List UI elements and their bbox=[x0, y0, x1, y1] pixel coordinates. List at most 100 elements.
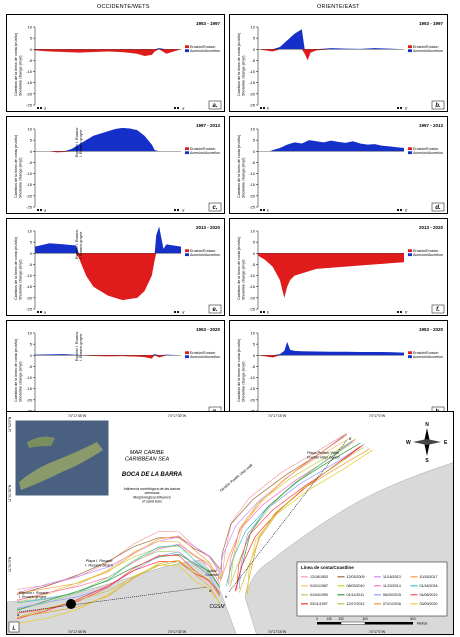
legend-erosion-swatch bbox=[185, 45, 189, 49]
legend-accretion-swatch bbox=[185, 151, 189, 155]
legend-accretion-swatch bbox=[408, 151, 412, 155]
endpoint-marker bbox=[173, 310, 177, 314]
endpoint-right-label: a' bbox=[182, 208, 185, 212]
longitude-tick-label-top: 74°17'15"W bbox=[268, 414, 287, 418]
y-tick-label: -10 bbox=[249, 375, 256, 380]
legend-date-8: 01/04/1990 bbox=[310, 593, 328, 597]
coastline-east-0 bbox=[221, 432, 347, 579]
playa-rosario-label: Playa I. Rosario I. Rosario beach bbox=[85, 559, 113, 567]
endpoint-marker bbox=[399, 310, 403, 314]
endpoint-marker bbox=[399, 106, 403, 110]
y-tick-label: 0 bbox=[30, 251, 33, 256]
y-tick-label: 5 bbox=[30, 240, 33, 245]
legend-accretion-swatch bbox=[408, 355, 412, 359]
coastline-west-10 bbox=[16, 551, 221, 609]
legend-accretion-swatch bbox=[185, 355, 189, 359]
compass-n: N bbox=[425, 422, 429, 428]
legend-erosion-swatch bbox=[408, 249, 412, 253]
panel-letter: b. bbox=[435, 103, 441, 109]
coastline-east-15 bbox=[247, 449, 374, 595]
coastline-east-2 bbox=[217, 435, 344, 581]
y-tick-label: -10 bbox=[249, 171, 256, 176]
erosion-area bbox=[258, 49, 404, 61]
legend-accretion-label: Acreción/Accretion bbox=[190, 151, 220, 155]
chart-svg-e: 10 5 0 -5 -10 -15 -20 -25 Cambios de la línea de… bbox=[14, 225, 222, 314]
erosion-area bbox=[258, 355, 404, 358]
map-letter-box bbox=[8, 621, 20, 633]
panel-letter: e. bbox=[212, 307, 217, 313]
endpoint-right-label: a' bbox=[182, 310, 185, 314]
legend-erosion-label: Erosión/Erosion bbox=[190, 351, 215, 355]
legend-erosion-swatch bbox=[408, 147, 412, 151]
y-tick-label: -25 bbox=[249, 103, 256, 108]
legend-accretion-swatch bbox=[408, 49, 412, 53]
endpoint-marker bbox=[36, 310, 40, 314]
chart-panel-d: 10 5 0 -5 -10 -15 -20 -25 Cambios de la línea de… bbox=[229, 116, 448, 214]
y-tick-label: -5 bbox=[251, 160, 255, 165]
y-tick-label: -20 bbox=[249, 91, 256, 96]
y-tick-label: -25 bbox=[249, 205, 256, 210]
erosion-area bbox=[35, 355, 181, 359]
coastline-east-3 bbox=[219, 436, 345, 582]
endpoint-marker bbox=[36, 208, 40, 212]
endpoint-right-label: b' bbox=[405, 310, 408, 314]
y-tick-label: 5 bbox=[30, 342, 33, 347]
legend-accretion-label: Acreción/Accretion bbox=[413, 151, 443, 155]
endpoint-left-label: b bbox=[267, 310, 269, 314]
scale-tick-label: 0 bbox=[316, 617, 318, 621]
scale-tick-label: 250 bbox=[338, 617, 344, 621]
y-tick-label: -20 bbox=[26, 295, 33, 300]
endpoint-marker bbox=[396, 106, 400, 110]
groyne-label: Espolón I. RosarioI. Rosario groyne bbox=[75, 128, 83, 157]
accretion-area bbox=[258, 341, 404, 356]
endpoint-left-label: a bbox=[44, 106, 47, 110]
legend-accretion-label: Acreción/Accretion bbox=[190, 355, 220, 359]
y-tick-label: -10 bbox=[26, 273, 33, 278]
legend-date-0: 12/18/1953 bbox=[310, 575, 328, 579]
scale-units: Metros bbox=[417, 622, 428, 626]
erosion-area bbox=[35, 253, 181, 301]
legend-date-3: 10/18/2017 bbox=[420, 575, 438, 579]
chart-period-title: 2013 - 2020 bbox=[419, 225, 444, 230]
endpoint-marker bbox=[262, 106, 266, 110]
y-tick-label: -5 bbox=[251, 364, 255, 369]
y-tick-label: -15 bbox=[26, 80, 33, 85]
coastline-west-8 bbox=[16, 550, 220, 610]
chart-period-title: 1953 - 1997 bbox=[419, 21, 444, 26]
endpoint-marker bbox=[259, 208, 263, 212]
legend-date-14: 07/21/2016 bbox=[383, 602, 401, 606]
legend-date-2: 11/18/2013 bbox=[383, 575, 401, 579]
longitude-tick-label-bottom: 74°17'0"W bbox=[369, 630, 386, 634]
y-tick-label: -10 bbox=[26, 69, 33, 74]
latitude-tick-label: 11°01'0"N bbox=[8, 556, 12, 572]
legend-date-6: 11/23/2014 bbox=[383, 584, 401, 588]
coastline-west-5 bbox=[16, 545, 220, 604]
legend-date-15: 03/09/2020 bbox=[420, 602, 438, 606]
y-tick-label: -25 bbox=[26, 205, 33, 210]
y-tick-label: -15 bbox=[249, 80, 256, 85]
erosion-area bbox=[35, 151, 181, 153]
legend-date-12: 03/11/1997 bbox=[310, 602, 328, 606]
legend-date-10: 06/20/2015 bbox=[383, 593, 401, 597]
influence-label: Influencia morfológica de las barras aren… bbox=[124, 487, 181, 503]
y-axis-label: Cambios de la línea de costa (m/año)Shor… bbox=[237, 236, 245, 300]
legend-erosion-label: Erosión/Erosion bbox=[190, 249, 215, 253]
legend-accretion-label: Acreción/Accretion bbox=[413, 253, 443, 257]
boca-label: BOCA DE LA BARRA bbox=[122, 472, 182, 478]
endpoint-marker bbox=[39, 106, 43, 110]
chart-period-title: 1997 - 2013 bbox=[196, 123, 221, 128]
panel-letter-box bbox=[208, 202, 222, 212]
panel-letter-box bbox=[208, 304, 222, 314]
chart-svg-c: 10 5 0 -5 -10 -15 -20 -25 Cambios de la línea de… bbox=[14, 123, 222, 212]
legend-erosion-swatch bbox=[185, 249, 189, 253]
latitude-tick-label: 11°02'0"N bbox=[8, 416, 12, 432]
y-tick-label: 5 bbox=[253, 342, 256, 347]
map-panel-letter: i. bbox=[12, 626, 16, 632]
chart-svg-f: 10 5 0 -5 -10 -15 -20 -25 Cambios de la línea de… bbox=[237, 225, 445, 314]
y-tick-label: 10 bbox=[251, 331, 256, 336]
y-tick-label: -10 bbox=[249, 69, 256, 74]
y-tick-label: -20 bbox=[249, 397, 256, 402]
erosion-area bbox=[258, 253, 404, 298]
y-tick-label: -15 bbox=[249, 386, 256, 391]
accretion-area bbox=[35, 127, 181, 152]
